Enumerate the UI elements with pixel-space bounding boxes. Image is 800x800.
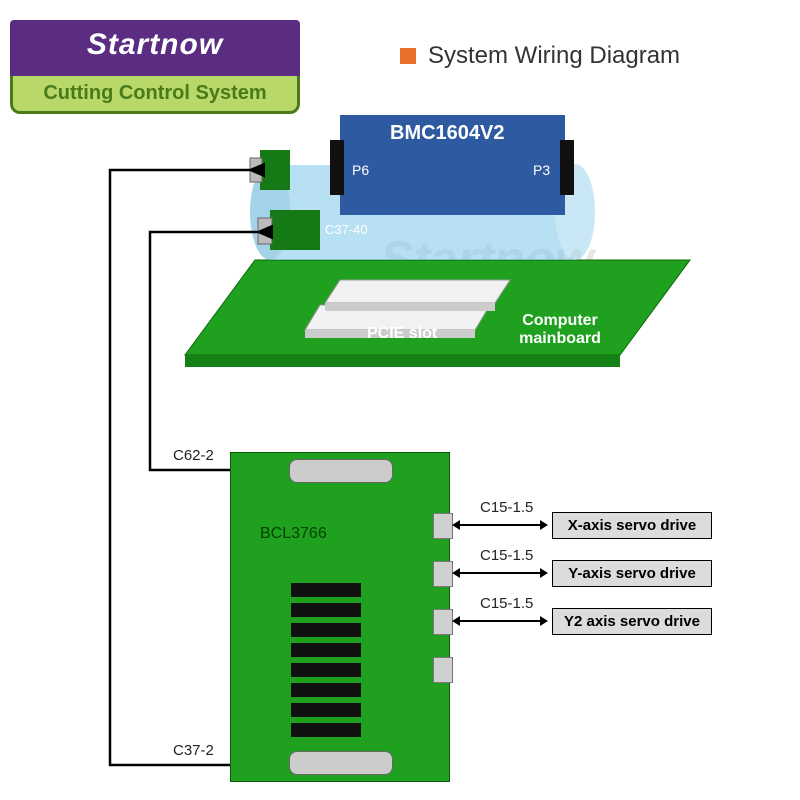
c37-40-board — [270, 210, 320, 250]
mainboard-edge — [185, 355, 620, 367]
bcl-top-connector — [289, 459, 393, 483]
port-p6-label: P6 — [352, 162, 369, 178]
arrow-servo-3 — [460, 620, 540, 622]
aux-board — [260, 150, 290, 190]
servo-y: Y-axis servo drive — [552, 560, 712, 587]
arrow-servo-1 — [460, 524, 540, 526]
bcl-side-conn-1 — [433, 513, 453, 539]
bcl-side-conn-2 — [433, 561, 453, 587]
port-p6 — [330, 140, 344, 195]
port-p3-label: P3 — [533, 162, 550, 178]
servo-y2: Y2 axis servo drive — [552, 608, 712, 635]
bcl-name: BCL3766 — [260, 525, 327, 543]
mainboard-label: Computer mainboard — [505, 312, 615, 348]
servo-x: X-axis servo drive — [552, 512, 712, 539]
aux-conn — [250, 158, 262, 182]
cable-servo-3: C15-1.5 — [480, 595, 533, 612]
c37-40-label: C37-40 — [325, 222, 368, 237]
card-name: BMC1604V2 — [390, 122, 505, 145]
bcl-bottom-connector — [289, 751, 393, 775]
pcie-slot-label: PCIE slot — [367, 325, 437, 343]
arrow-servo-2 — [460, 572, 540, 574]
cable-servo-1: C15-1.5 — [480, 499, 533, 516]
cable-servo-2: C15-1.5 — [480, 547, 533, 564]
bcl-board — [230, 452, 450, 782]
bcl-side-conn-3 — [433, 609, 453, 635]
bcl-side-conn-4 — [433, 657, 453, 683]
cable-c37-2-label: C37-2 — [173, 742, 214, 759]
port-p3 — [560, 140, 574, 195]
c37-40-conn — [258, 218, 272, 244]
cable-c62-2-label: C62-2 — [173, 447, 214, 464]
